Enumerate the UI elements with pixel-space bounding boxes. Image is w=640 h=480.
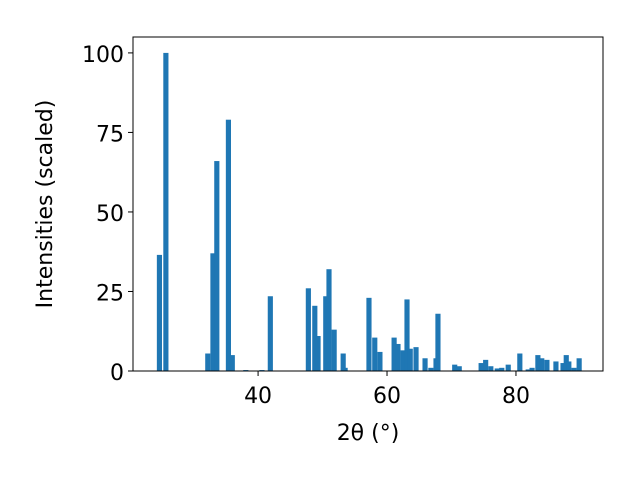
bar (326, 269, 332, 371)
bar (372, 337, 378, 371)
bar (342, 367, 348, 371)
bar (576, 358, 582, 371)
bar (499, 367, 505, 371)
bar (456, 366, 462, 371)
bar (478, 363, 484, 371)
bar (331, 329, 337, 371)
bar (407, 348, 413, 371)
bar (323, 296, 329, 371)
bar (505, 364, 511, 371)
bar (435, 313, 441, 371)
bar (517, 353, 523, 371)
bar (553, 361, 559, 371)
plot-frame (132, 36, 604, 372)
bar (452, 364, 458, 371)
bar (312, 305, 318, 371)
bar (566, 361, 572, 371)
bar (422, 358, 428, 371)
bar (210, 253, 216, 371)
bar (315, 336, 321, 371)
y-axis-label: Intensities (scaled) (33, 100, 58, 309)
x-tick-label: 40 (244, 384, 272, 409)
bar (214, 161, 220, 371)
bar (404, 299, 410, 371)
bars (156, 52, 582, 372)
y-tick-label: 50 (96, 202, 124, 227)
x-tick-label: 60 (373, 384, 401, 409)
bar (395, 343, 401, 371)
bar (163, 52, 169, 372)
y-tick-label: 0 (110, 361, 124, 386)
bar (229, 355, 235, 371)
bar (156, 254, 163, 371)
bar (525, 369, 531, 371)
bar (205, 353, 211, 371)
bar (366, 297, 372, 371)
bar (267, 296, 273, 371)
bar (571, 367, 577, 371)
bar (391, 337, 397, 371)
bar (225, 119, 231, 371)
bar (413, 347, 419, 371)
y-tick-label: 75 (96, 122, 124, 147)
y-tick-label: 25 (96, 281, 124, 306)
bar (494, 368, 500, 371)
bar (535, 355, 541, 371)
bar (488, 366, 494, 371)
bar (428, 367, 434, 371)
bar (305, 288, 311, 371)
x-tick-label: 80 (502, 384, 530, 409)
bar (340, 353, 346, 371)
bar (529, 367, 535, 371)
y-tick-label: 100 (82, 43, 124, 68)
bar (483, 359, 489, 371)
bar (377, 351, 383, 371)
x-axis-label: 2θ (°) (337, 421, 400, 446)
bar (400, 350, 406, 371)
bar (560, 363, 566, 371)
bar (544, 359, 550, 371)
bar (539, 358, 545, 371)
